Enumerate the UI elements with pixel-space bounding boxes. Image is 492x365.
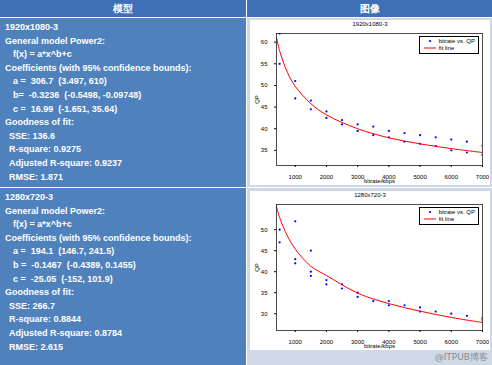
html-text:fit line: fit line <box>438 216 455 222</box>
svg-text:6000: 6000 <box>445 339 459 345</box>
html-text:SSE: 266.7: SSE: 266.7 <box>9 300 55 311</box>
html-text:f(x) = a*x^b+c: f(x) = a*x^b+c <box>13 219 72 230</box>
svg-text:60: 60 <box>261 39 268 45</box>
html-text:c = -25.05 (-152, 101.9): c = -25.05 (-152, 101.9) <box>13 273 113 284</box>
svg-text:bitrate/kbps: bitrate/kbps <box>364 178 395 184</box>
html-text:1280x720-3: 1280x720-3 <box>5 192 53 202</box>
svg-text:QP: QP <box>254 95 260 104</box>
html-text:1920x1080-3: 1920x1080-3 <box>5 22 59 32</box>
html-text:General model Power2:: General model Power2: <box>5 35 105 46</box>
html-text:R-square: 0.8844: R-square: 0.8844 <box>9 314 81 325</box>
html-text:c = 16.99 (-1.651, 35.64): c = 16.99 (-1.651, 35.64) <box>13 103 118 114</box>
svg-text:7000: 7000 <box>476 174 490 180</box>
html-text:a = 306.7 (3.497, 610): a = 306.7 (3.497, 610) <box>13 76 107 87</box>
svg-text:45: 45 <box>261 104 268 110</box>
html-text:Goodness of fit:: Goodness of fit: <box>5 287 74 298</box>
html-text:Coefficients (with 95% confide: Coefficients (with 95% confidence bounds… <box>5 232 192 243</box>
html-text:SSE: 136.6: SSE: 136.6 <box>9 130 55 141</box>
html-text:Coefficients (with 95% confide: Coefficients (with 95% confidence bounds… <box>5 62 192 73</box>
svg-text:35: 35 <box>261 147 268 153</box>
html-text:b= -0.3236 (-0.5498, -0.09748): b= -0.3236 (-0.5498, -0.09748) <box>13 90 142 100</box>
html-text:1280x720-3: 1280x720-3 <box>354 192 386 198</box>
svg-text:3000: 3000 <box>351 339 365 345</box>
html-text:Adjusted R-square: 0.8784: Adjusted R-square: 0.8784 <box>9 327 122 338</box>
svg-text:50: 50 <box>261 82 268 88</box>
svg-text:40: 40 <box>261 269 268 275</box>
svg-text:55: 55 <box>261 61 268 67</box>
html-text:bitrate vs. QP: bitrate vs. QP <box>438 38 475 44</box>
svg-text:30: 30 <box>261 311 268 317</box>
svg-text:45: 45 <box>261 248 268 254</box>
html-text:fit line: fit line <box>438 45 455 51</box>
svg-text:35: 35 <box>261 290 268 296</box>
svg-text:5000: 5000 <box>413 339 427 345</box>
svg-text:40: 40 <box>261 126 268 132</box>
html-text:f(x) = a*x^b+c: f(x) = a*x^b+c <box>13 49 72 60</box>
html-text:模型: 模型 <box>113 3 133 14</box>
svg-text:6000: 6000 <box>445 174 459 180</box>
html-text:RMSE: 2.615: RMSE: 2.615 <box>9 341 63 352</box>
html-text:@ITPUB博客: @ITPUB博客 <box>434 352 488 362</box>
html-text:Goodness of fit:: Goodness of fit: <box>5 117 74 128</box>
svg-text:7000: 7000 <box>476 339 490 345</box>
svg-text:3000: 3000 <box>351 174 365 180</box>
svg-text:1000: 1000 <box>289 339 303 345</box>
html-text:bitrate vs. QP: bitrate vs. QP <box>438 209 475 215</box>
svg-text:2000: 2000 <box>320 339 334 345</box>
html-text:a = 194.1 (146.7, 241.5): a = 194.1 (146.7, 241.5) <box>13 246 115 257</box>
html-text:b = -0.1467 (-0.4389, 0.1455): b = -0.1467 (-0.4389, 0.1455) <box>13 260 136 270</box>
html-text:1920x1080-3: 1920x1080-3 <box>352 21 388 27</box>
svg-text:1000: 1000 <box>289 174 303 180</box>
svg-text:5000: 5000 <box>413 174 427 180</box>
svg-text:2000: 2000 <box>320 174 334 180</box>
html-text:RMSE: 1.871: RMSE: 1.871 <box>9 171 63 182</box>
html-text:图像: 图像 <box>359 3 380 14</box>
svg-text:bitrate/kbps: bitrate/kbps <box>364 343 395 349</box>
svg-text:50: 50 <box>261 227 268 233</box>
html-text:R-square: 0.9275: R-square: 0.9275 <box>9 144 81 155</box>
html-text:Adjusted R-square: 0.9237: Adjusted R-square: 0.9237 <box>9 157 122 168</box>
svg-text:QP: QP <box>254 263 260 272</box>
html-text:General model Power2:: General model Power2: <box>5 205 105 216</box>
